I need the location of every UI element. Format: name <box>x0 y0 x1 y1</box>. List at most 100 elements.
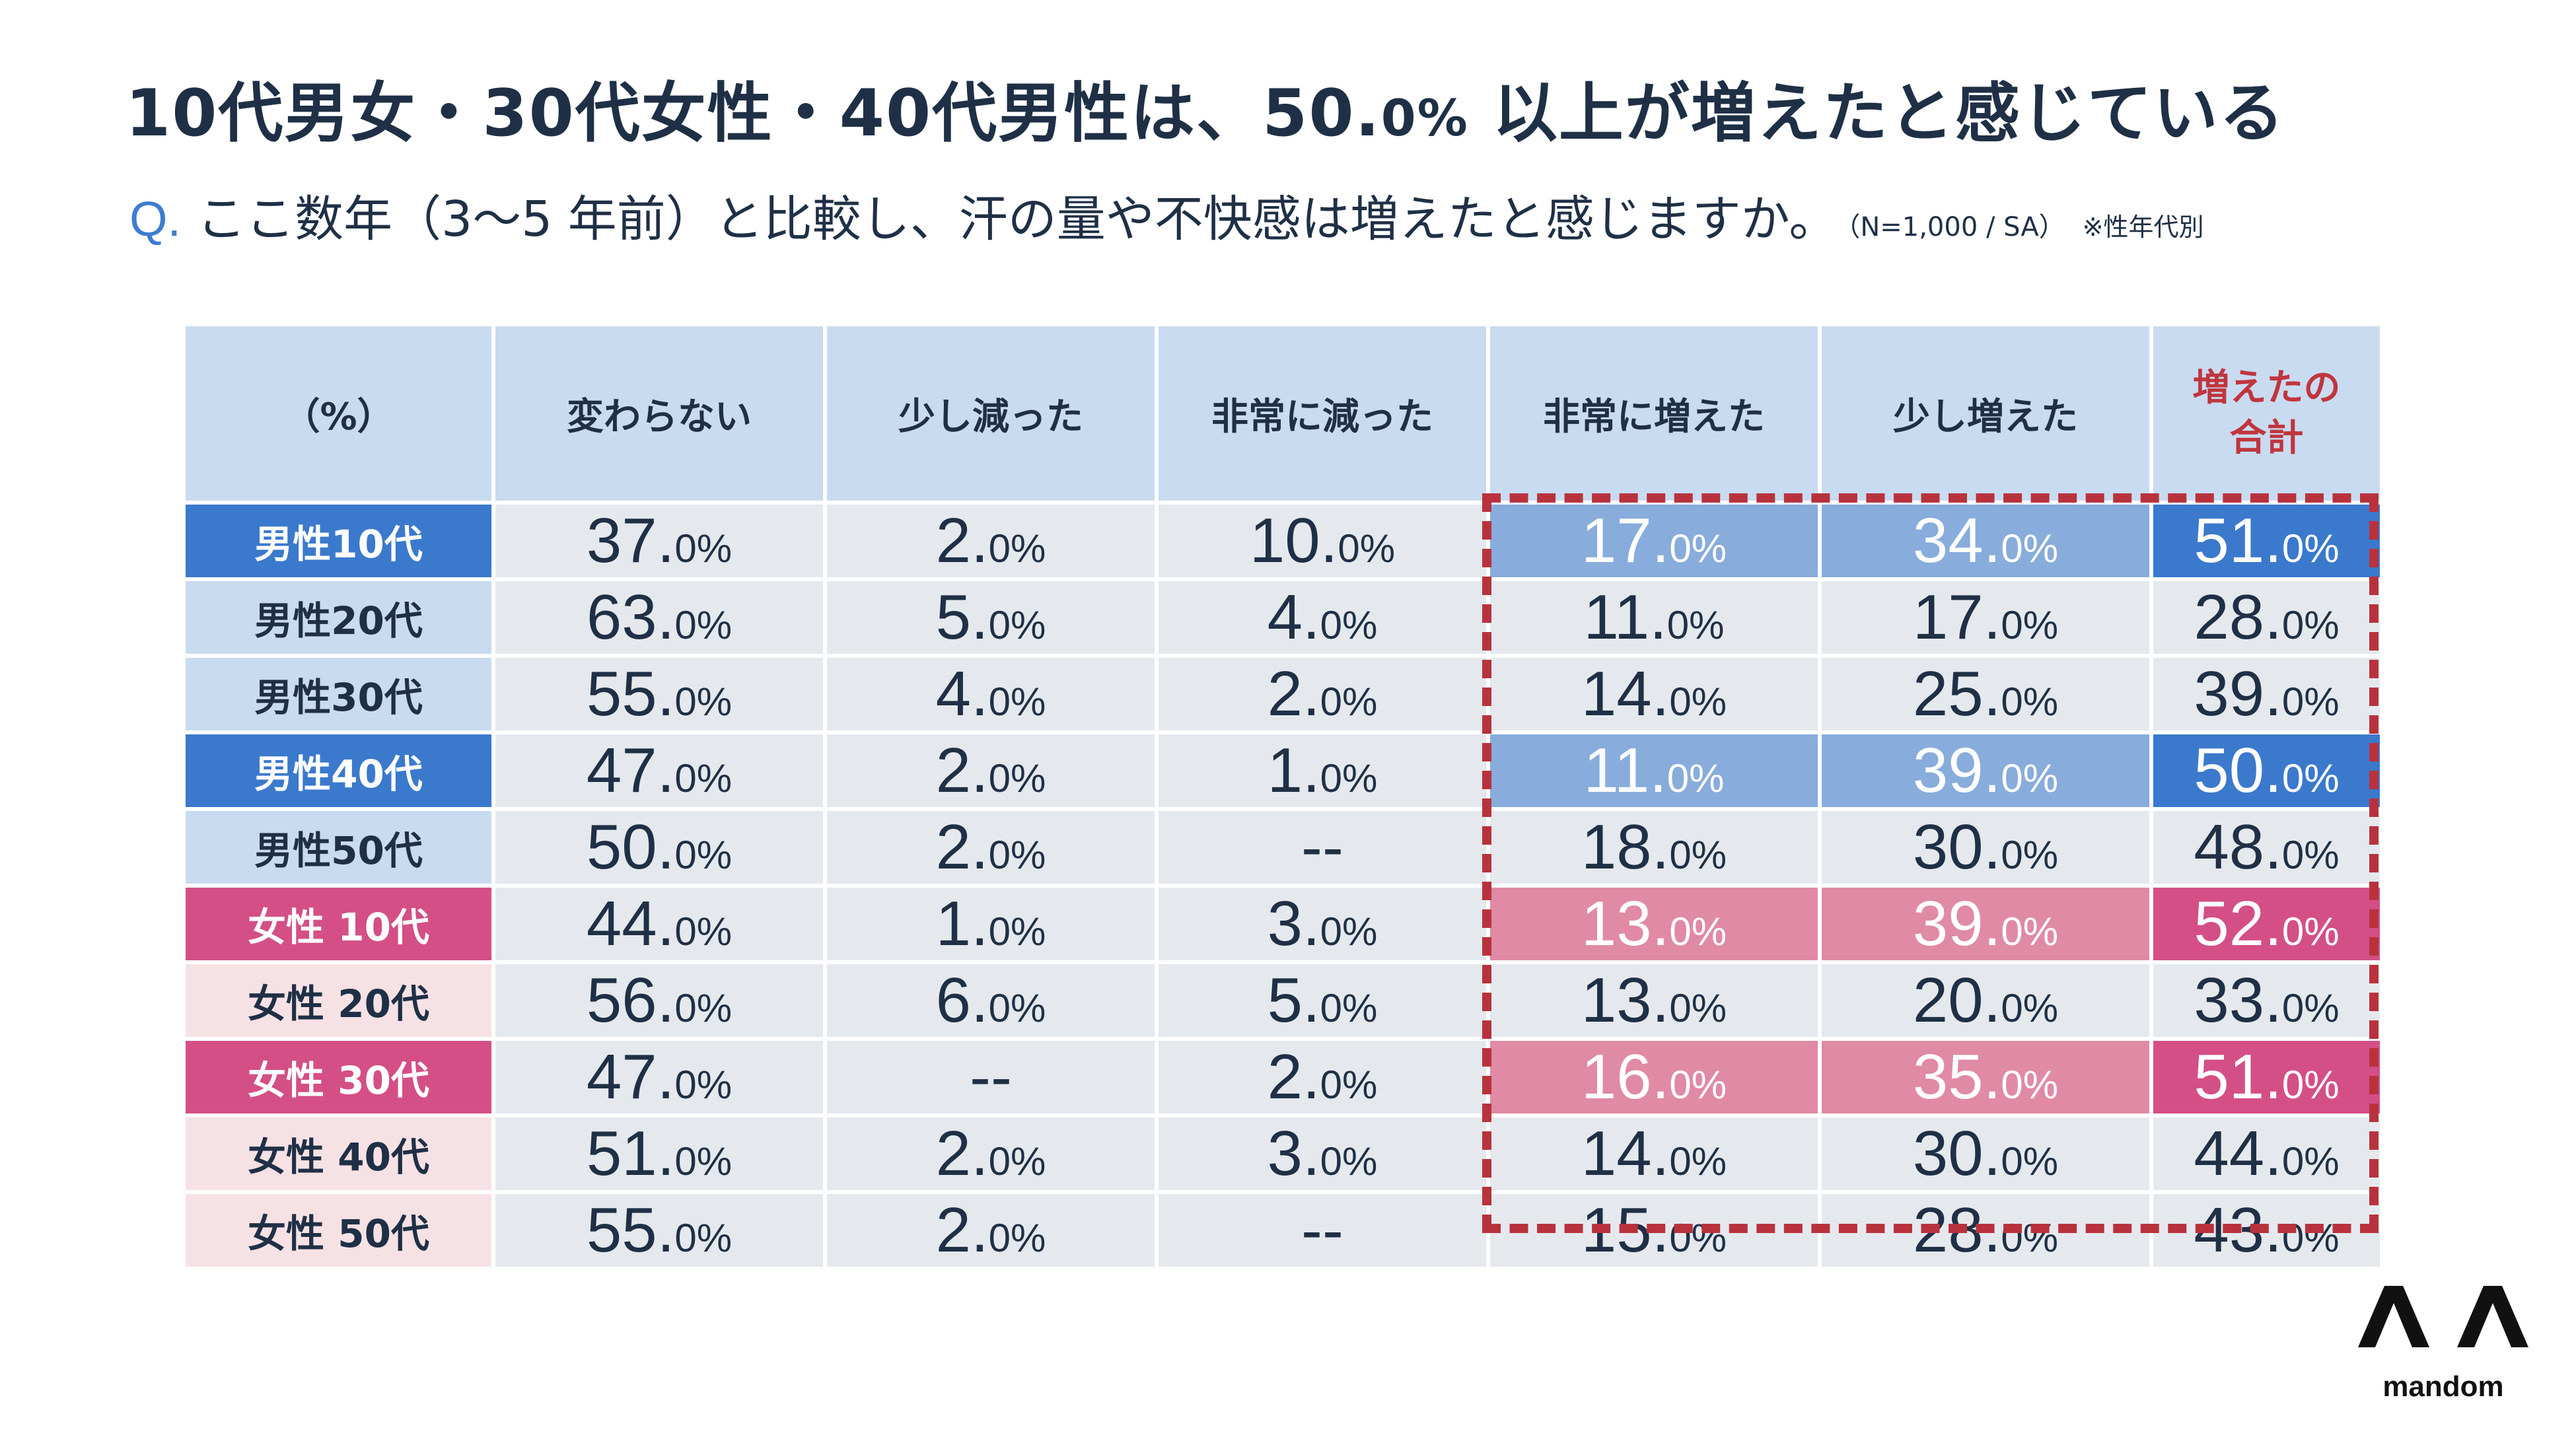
cell-value: 39. <box>1912 888 2001 959</box>
cell-value-decimal: 0% <box>1669 1216 1727 1260</box>
cell-value-decimal: 0% <box>2281 909 2340 954</box>
cell-value-decimal: 0% <box>988 909 1046 954</box>
table-cell: 28.0% <box>1822 1194 2149 1267</box>
table-cell: 48.0% <box>2153 811 2380 884</box>
cell-value-decimal: 0% <box>2281 833 2340 877</box>
cell-value-decimal: 0% <box>2281 680 2340 724</box>
table-cell: 47.0% <box>495 734 823 807</box>
table-cell: 51.0% <box>2153 1041 2380 1113</box>
row-label: 女性 20代 <box>186 964 491 1037</box>
column-header: （%） <box>186 326 491 501</box>
cell-value: 30. <box>1912 1118 2001 1189</box>
cell-value-decimal: 0% <box>1666 756 1725 800</box>
cell-value: 44. <box>586 888 675 959</box>
row-label: 男性50代 <box>186 811 491 884</box>
cell-value: 3. <box>1267 888 1320 959</box>
cell-value-decimal: 0% <box>1666 603 1725 647</box>
cell-value: 63. <box>586 582 675 653</box>
cell-value: -- <box>970 1042 1012 1112</box>
table-cell: 1.0% <box>827 888 1155 960</box>
cell-value-decimal: 0% <box>674 1063 733 1107</box>
table-cell: 39.0% <box>1822 888 2149 960</box>
question-sample-note: （N=1,000 / SA） <box>1847 212 2065 242</box>
cell-value-decimal: 0% <box>2001 756 2059 800</box>
table-cell: 15.0% <box>1490 1194 1818 1267</box>
question-text: ここ数年（3〜5 年前）と比較し、汗の量や不快感は増えたと感じますか。 <box>197 191 1838 248</box>
table-cell: 30.0% <box>1822 1117 2149 1190</box>
question-line: Q. ここ数年（3〜5 年前）と比較し、汗の量や不快感は増えたと感じますか。 （N=… <box>129 180 2204 250</box>
cell-value: 3. <box>1267 1118 1320 1189</box>
table-row: 女性 50代 55.0% 2.0% -- 15.0% 28.0% 43.0% <box>186 1194 2380 1267</box>
cell-value: 14. <box>1581 658 1670 729</box>
cell-value-decimal: 0% <box>2001 1063 2059 1107</box>
column-header: 非常に減った <box>1159 326 1486 501</box>
cell-value-decimal: 0% <box>2001 986 2059 1030</box>
table-row: 男性10代 37.0% 2.0% 10.0% 17.0% 34.0% 51.0% <box>186 505 2380 577</box>
cell-value: 2. <box>935 735 989 806</box>
cell-value: 14. <box>1581 1118 1670 1189</box>
table-cell: 37.0% <box>495 505 823 577</box>
cell-value-decimal: 0% <box>1320 986 1378 1030</box>
table-cell: 4.0% <box>827 658 1155 730</box>
cell-value: 11. <box>1583 582 1667 653</box>
cell-value: 51. <box>586 1118 675 1189</box>
cell-value: 30. <box>1912 812 2001 882</box>
results-table: （%） 変わらない 少し減った 非常に減った 非常に増えた 少し増えた 増えたの 合計 男性… <box>182 322 2384 1271</box>
cell-value: 2. <box>935 1195 989 1265</box>
cell-value-decimal: 0% <box>2281 526 2340 571</box>
cell-value: 4. <box>935 658 989 729</box>
cell-value: 33. <box>2194 965 2282 1036</box>
mandom-logo-text: mandom <box>2382 1370 2504 1403</box>
table-header-row: （%） 変わらない 少し減った 非常に減った 非常に増えた 少し増えた 増えたの 合計 <box>186 326 2380 501</box>
cell-value: 2. <box>935 1118 989 1189</box>
cell-value: 55. <box>586 1195 675 1265</box>
table-cell: 50.0% <box>495 811 823 884</box>
cell-value-decimal: 0% <box>2281 986 2340 1030</box>
column-header: 増えたの 合計 <box>2153 326 2380 501</box>
cell-value-decimal: 0% <box>988 526 1046 571</box>
row-label: 男性10代 <box>186 505 491 577</box>
cell-value-decimal: 0% <box>1320 909 1378 954</box>
cell-value: 48. <box>2194 812 2282 882</box>
cell-value: 43. <box>2194 1195 2282 1265</box>
cell-value: 28. <box>2194 582 2282 653</box>
table-cell: 1.0% <box>1159 734 1486 807</box>
column-header: 少し増えた <box>1822 326 2149 501</box>
table-row: 女性 10代 44.0% 1.0% 3.0% 13.0% 39.0% 52.0% <box>186 888 2380 960</box>
cell-value: 1. <box>935 888 989 959</box>
title-main: 10代男女・30代女性・40代男性は、50. <box>125 76 1381 151</box>
cell-value: 39. <box>1912 735 2001 806</box>
table-cell: 3.0% <box>1159 1117 1486 1190</box>
row-label: 女性 10代 <box>186 888 491 960</box>
cell-value-decimal: 0% <box>2001 526 2059 571</box>
cell-value: 2. <box>1267 658 1320 729</box>
cell-value: -- <box>1301 1195 1343 1265</box>
cell-value-decimal: 0% <box>2001 909 2059 954</box>
cell-value: -- <box>1301 812 1343 882</box>
question-mark: Q. <box>129 192 182 246</box>
cell-value-decimal: 0% <box>2281 603 2340 647</box>
cell-value-decimal: 0% <box>1669 1139 1727 1184</box>
cell-value: 47. <box>586 1042 675 1112</box>
cell-value-decimal: 0% <box>674 833 733 877</box>
cell-value-decimal: 0% <box>988 1216 1046 1260</box>
cell-value: 47. <box>586 735 675 806</box>
table-cell: 14.0% <box>1490 1117 1818 1190</box>
table-cell: 47.0% <box>495 1041 823 1113</box>
table-cell: 11.0% <box>1490 581 1818 654</box>
cell-value-decimal: 0% <box>1320 603 1378 647</box>
table-cell: 2.0% <box>827 1194 1155 1267</box>
cell-value: 55. <box>586 658 675 729</box>
table-cell: 10.0% <box>1159 505 1486 577</box>
cell-value-decimal: 0% <box>1669 680 1727 724</box>
table-cell: 2.0% <box>1159 658 1486 730</box>
table-cell: 34.0% <box>1822 505 2149 577</box>
cell-value: 35. <box>1912 1042 2001 1112</box>
cell-value-decimal: 0% <box>674 909 733 954</box>
cell-value: 56. <box>586 965 675 1036</box>
cell-value-decimal: 0% <box>2281 756 2340 800</box>
cell-value: 2. <box>1267 1042 1320 1112</box>
cell-value: 15. <box>1581 1195 1670 1265</box>
table-row: 女性 40代 51.0% 2.0% 3.0% 14.0% 30.0% 44.0% <box>186 1117 2380 1190</box>
cell-value: 4. <box>1267 582 1320 653</box>
